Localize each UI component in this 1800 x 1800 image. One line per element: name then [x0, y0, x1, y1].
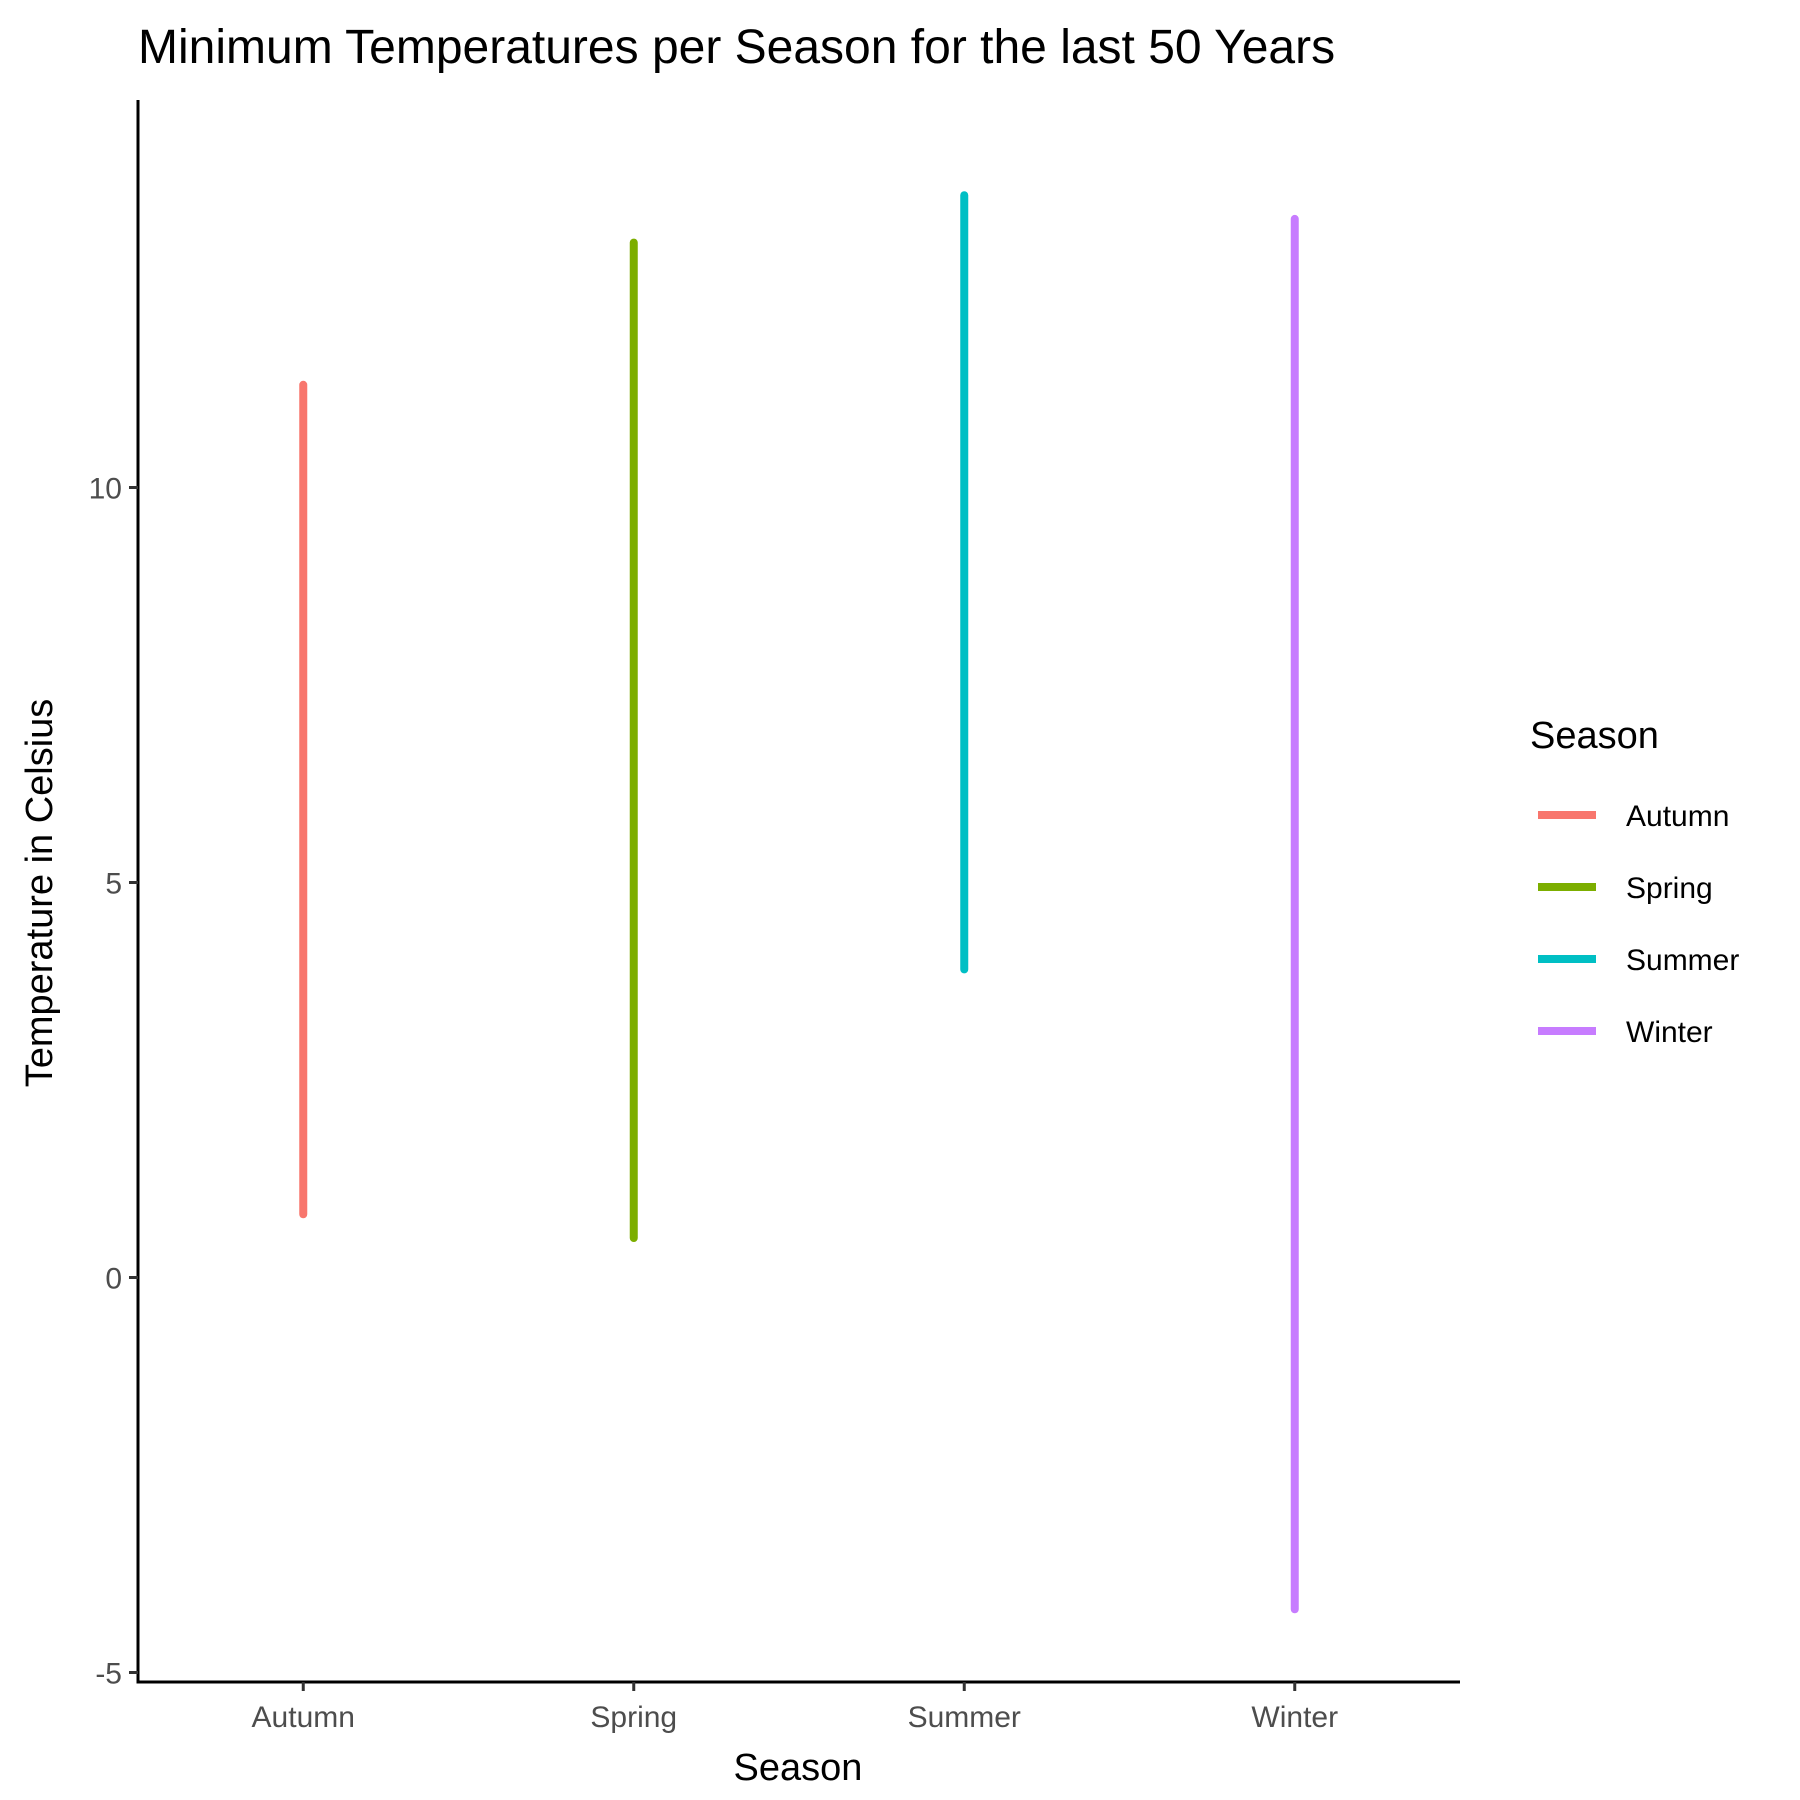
x-tick-label: Summer	[908, 1701, 1021, 1734]
y-tick-label: -5	[95, 1658, 122, 1691]
legend-label-spring: Spring	[1626, 872, 1713, 905]
legend-label-summer: Summer	[1626, 944, 1739, 977]
y-axis-ticks: -5 0 5 10	[89, 473, 138, 1691]
x-tick-label: Winter	[1251, 1701, 1338, 1734]
legend-title: Season	[1530, 715, 1659, 757]
y-axis-title: Temperature in Celsius	[19, 699, 61, 1088]
legend-label-autumn: Autumn	[1626, 800, 1729, 833]
x-tick-label: Spring	[590, 1701, 677, 1734]
x-axis-title: Season	[734, 1747, 863, 1789]
x-axis-ticks: Autumn Spring Summer Winter	[252, 1682, 1338, 1734]
legend-label-winter: Winter	[1626, 1016, 1713, 1049]
legend-entries: Autumn Spring Summer Winter	[1538, 800, 1739, 1049]
chart-title: Minimum Temperatures per Season for the …	[138, 21, 1335, 74]
y-tick-label: 0	[105, 1263, 122, 1296]
legend: Season Autumn Spring Summer Winter	[1530, 715, 1739, 1049]
series-layer	[299, 191, 1299, 1614]
y-tick-label: 10	[89, 473, 122, 506]
plot-area: -5 0 5 10 Autumn Spring Summer Winter	[89, 100, 1460, 1734]
x-tick-label: Autumn	[252, 1701, 355, 1734]
y-tick-label: 5	[105, 868, 122, 901]
